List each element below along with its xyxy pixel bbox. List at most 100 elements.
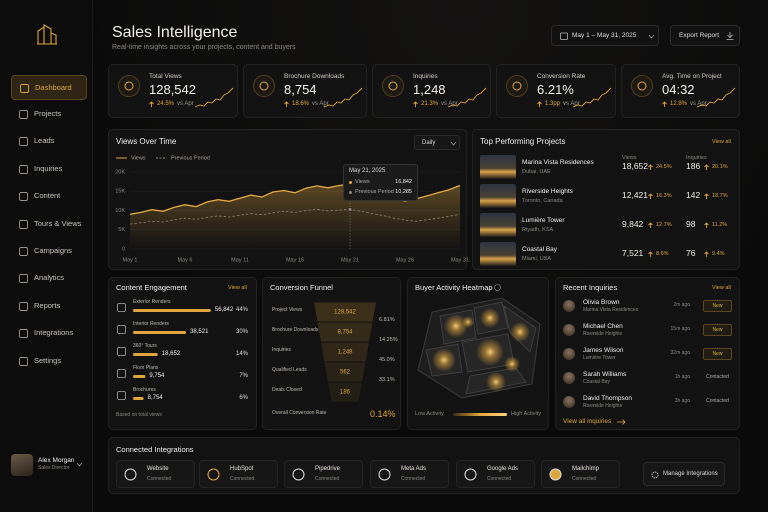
up-arrow <box>704 222 709 229</box>
inquiry-project: Riverside Heights <box>583 402 623 409</box>
nav-item[interactable]: Tours & Views <box>11 212 87 237</box>
integration-name: HubSpot <box>230 466 254 472</box>
inquiry-time: 2m ago <box>673 302 690 308</box>
y-tick-label: 20K <box>115 169 125 175</box>
inquiries-title: Recent Inquiries <box>563 283 618 292</box>
nav-item[interactable]: Leads <box>11 129 87 154</box>
arrow-shape <box>662 101 667 108</box>
logo <box>37 24 57 45</box>
projects-title: Top Performing Projects <box>480 137 566 146</box>
funnel-value: 128,542 <box>334 310 356 316</box>
user-card[interactable]: Alex Morgan Sales Director <box>9 449 85 482</box>
nav-item[interactable]: Dashboard <box>11 74 87 100</box>
arrow-shape <box>648 193 653 200</box>
nav-label: Dashboard <box>35 82 72 92</box>
kpi-icon <box>382 75 404 97</box>
sparkline-line <box>323 87 363 108</box>
activity-glow <box>510 322 530 342</box>
inquiry-project: Marina Vista Residences <box>583 306 639 313</box>
nav-item[interactable]: Settings <box>11 349 87 374</box>
nav-item[interactable]: Analytics <box>11 266 87 291</box>
nav-item[interactable]: Reports <box>11 294 87 319</box>
nav-icon-shape <box>19 329 28 339</box>
delta-row: 11.2% <box>704 222 727 229</box>
kpi-delta-row: 12.8% vs Apr <box>662 101 707 108</box>
info-icon <box>494 284 501 291</box>
nav-item[interactable]: Content <box>11 184 87 209</box>
integration-card[interactable]: Google Ads Connected <box>456 460 535 488</box>
gear-icon <box>651 471 659 479</box>
kpi-value: 1,248 <box>413 82 446 97</box>
kpi-icon <box>118 75 140 97</box>
inquiry-time: 1h ago <box>674 374 690 380</box>
nav-label: Settings <box>34 355 62 365</box>
integration-status: Connected <box>147 476 172 482</box>
integration-card[interactable]: Meta Ads Connected <box>370 460 449 488</box>
inquiry-time: 32m ago <box>670 350 690 356</box>
funnel-value: 1,248 <box>337 350 353 356</box>
avatar <box>563 348 575 360</box>
nav-icon <box>19 356 28 366</box>
up-arrow <box>662 101 667 108</box>
view-all-inquiries[interactable]: View all inquiries <box>563 418 626 425</box>
integration-icon-shape <box>207 468 220 481</box>
sparkline-line <box>696 87 736 108</box>
nav-item[interactable]: Campaigns <box>11 239 87 264</box>
inquiries-view-all[interactable]: View all <box>712 285 731 291</box>
content-value: 8,754 <box>147 394 163 401</box>
up-arrow <box>284 101 289 108</box>
project-thumbnail <box>480 213 516 237</box>
nav-icon <box>19 137 28 147</box>
column-header: Views <box>622 155 637 161</box>
content-share: 30% <box>235 328 248 335</box>
arrow-shape <box>704 193 709 200</box>
x-tick-label: May 1 <box>123 257 138 263</box>
kpi-compare: vs Apr <box>177 101 194 107</box>
avatar <box>563 372 575 384</box>
kpi-compare: vs Apr <box>312 101 329 107</box>
series-line <box>129 208 461 225</box>
up-arrow <box>149 101 154 108</box>
inquiry-status[interactable]: New <box>703 324 732 336</box>
nav-item[interactable]: Integrations <box>11 321 87 346</box>
inquiry-status[interactable]: New <box>703 348 732 360</box>
kpi-icon <box>506 75 528 97</box>
content-icon-shape <box>117 347 126 356</box>
arrow-right <box>617 418 626 425</box>
content-view-all[interactable]: View all <box>228 285 247 291</box>
date-picker[interactable]: May 1 – May 31, 2025 <box>551 25 659 46</box>
nav-label: Campaigns <box>34 245 72 255</box>
kpi-icon-ring <box>506 75 528 97</box>
nav-item[interactable]: Projects <box>11 102 87 127</box>
inquirer-name: Olivia Brown <box>583 299 620 306</box>
delta-row: 12.7% <box>648 222 672 229</box>
arrow-shape <box>704 222 709 229</box>
integration-card[interactable]: Pipedrive Connected <box>284 460 363 488</box>
integration-card[interactable]: Mailchimp Connected <box>541 460 620 488</box>
content-icon <box>117 303 126 312</box>
up-arrow <box>704 251 709 258</box>
nav-label: Projects <box>34 108 62 118</box>
arrow-shape <box>617 418 626 425</box>
content-bar <box>133 375 146 378</box>
column-header: Inquiries <box>686 155 707 161</box>
nav-icon <box>19 219 28 229</box>
period-dropdown[interactable]: Daily <box>414 135 460 150</box>
inquirer-name: Sarah Williams <box>583 371 627 378</box>
export-button[interactable]: Export Report <box>670 25 740 46</box>
integration-card[interactable]: HubSpot Connected <box>199 460 278 488</box>
project-location: Dubai, UAE <box>522 169 551 175</box>
project-inquiries-delta: 20.1% <box>712 164 728 170</box>
bar <box>133 397 144 400</box>
nav-item[interactable]: Inquiries <box>11 157 87 182</box>
projects-view-all[interactable]: View all <box>712 139 731 145</box>
inquiry-status[interactable]: New <box>703 300 732 312</box>
integration-card[interactable]: Website Connected <box>116 460 195 488</box>
y-tick-label: 15K <box>115 189 125 195</box>
tooltip-series: Previous Period <box>355 189 394 195</box>
content-bar <box>133 397 144 400</box>
kpi-card: Conversion Rate 6.21% 1.3pp vs Apr <box>496 64 616 118</box>
manage-integrations[interactable]: Manage Integrations <box>643 462 725 486</box>
inquiry-status: Contacted <box>706 398 729 404</box>
content-icon <box>117 325 126 334</box>
